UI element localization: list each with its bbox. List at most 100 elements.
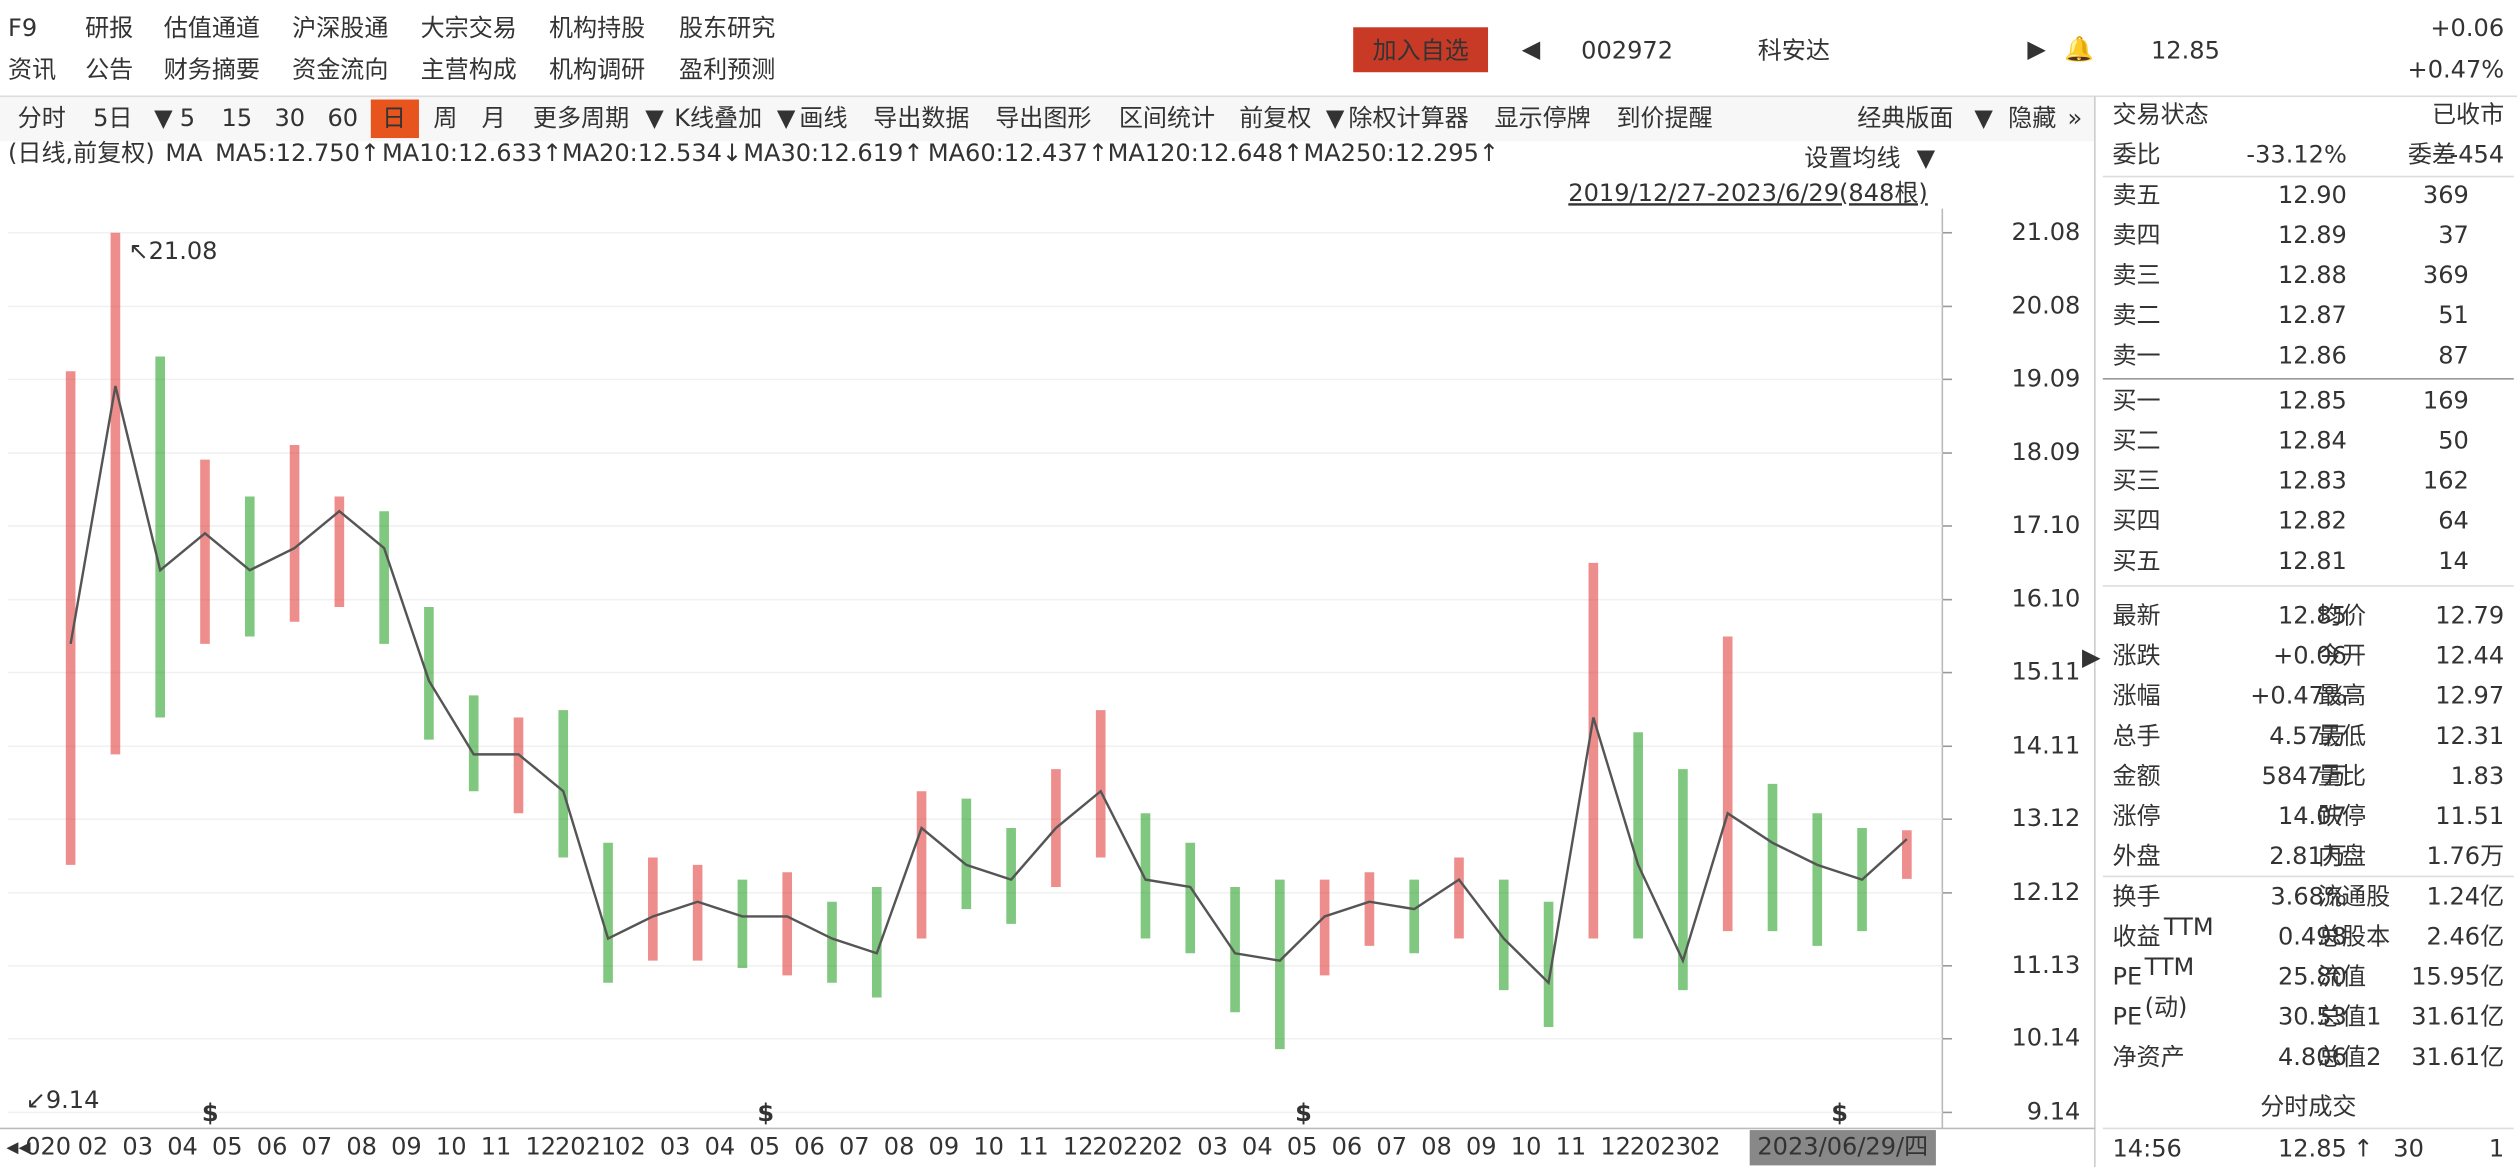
toolbar-item[interactable]: 画线 <box>799 104 847 132</box>
ma-legend: MA60:12.437↑ <box>928 139 1108 167</box>
toolbar-item[interactable]: 到价提醒 <box>1616 104 1712 132</box>
stat-value: 0.498 <box>2278 922 2347 950</box>
toolbar-bg <box>0 96 2095 142</box>
menu-item[interactable]: 股东研究 <box>679 14 775 42</box>
stat-label: 换手 <box>2112 882 2160 910</box>
add-watch-button[interactable] <box>1353 27 1489 73</box>
dropdown-arrow[interactable]: ▼ <box>154 104 173 132</box>
prev-button[interactable]: ◀ <box>1522 35 1541 63</box>
book-price: 12.86 <box>2278 341 2347 369</box>
menu-item[interactable]: 公告 <box>85 56 133 84</box>
toolbar-item[interactable]: 日 <box>382 104 406 132</box>
toolbar-item[interactable]: 显示停牌 <box>1494 104 1590 132</box>
stat-label: 最新 <box>2112 601 2160 629</box>
ratio-value: -33.12% <box>2246 141 2346 169</box>
menu-item[interactable]: 资金流向 <box>292 56 388 84</box>
stat-label: 总值2 <box>2318 1043 2381 1071</box>
toolbar-item[interactable]: 5日 <box>93 104 132 132</box>
stat-value: 12.79 <box>2435 601 2504 629</box>
stat-label: 流值 <box>2318 963 2366 991</box>
toolbar-item[interactable]: K线叠加 <box>674 104 762 132</box>
x-tick-label: 09 <box>1466 1133 1497 1161</box>
x-tick-label: 020 <box>25 1133 71 1161</box>
menu-item[interactable]: 沪深股通 <box>292 14 388 42</box>
toolbar-item[interactable]: 15 <box>222 104 253 132</box>
x-tick-label: 07 <box>1376 1133 1407 1161</box>
scroll-left[interactable]: ◂◂ <box>6 1133 30 1161</box>
event-marker[interactable]: $ <box>1831 1099 1848 1127</box>
price-change-pct: +0.47% <box>2408 56 2505 84</box>
toolbar-item[interactable]: 导出数据 <box>873 104 969 132</box>
stat-value: 30.53 <box>2278 1003 2347 1031</box>
stat-value: 4.806 <box>2278 1043 2347 1071</box>
book-price: 12.90 <box>2278 181 2347 209</box>
event-marker[interactable]: $ <box>202 1099 219 1127</box>
x-tick-label: 02 <box>615 1133 646 1161</box>
menu-item[interactable]: F9 <box>8 14 37 42</box>
stat-label: 总值1 <box>2318 1003 2381 1031</box>
menu-item[interactable]: 机构持股 <box>549 14 645 42</box>
x-tick-label: 07 <box>839 1133 870 1161</box>
dropdown-arrow[interactable]: ▼ <box>1974 104 1993 132</box>
menu-item[interactable]: 大宗交易 <box>421 14 517 42</box>
menu-item[interactable]: 盈利预测 <box>679 56 775 84</box>
menu-item[interactable]: 财务摘要 <box>164 56 260 84</box>
dropdown-arrow[interactable]: ▼ <box>1917 144 1936 172</box>
x-tick-label: 02 <box>1152 1133 1183 1161</box>
event-marker[interactable]: $ <box>757 1099 774 1127</box>
stat-value: 31.61亿 <box>2411 1043 2504 1071</box>
toolbar-item[interactable]: 导出图形 <box>995 104 1091 132</box>
stat-label-sup: (动) <box>2145 993 2188 1021</box>
toolbar-item[interactable]: 除权计算器 <box>1348 104 1468 132</box>
ratio-value: -454 <box>2450 141 2505 169</box>
x-tick-label: 06 <box>1332 1133 1363 1161</box>
low-annotation: ↙9.14 <box>26 1086 100 1114</box>
book-price: 12.82 <box>2278 507 2347 535</box>
y-tick-label: 16.10 <box>2011 585 2080 613</box>
toolbar-item[interactable]: 前复权 <box>1239 104 1311 132</box>
menu-item[interactable]: 主营构成 <box>421 56 517 84</box>
dropdown-arrow[interactable]: ▼ <box>777 104 796 132</box>
trade-time: 14:56 <box>2112 1134 2181 1162</box>
stat-value: 15.95亿 <box>2411 963 2504 991</box>
collapse-arrow[interactable]: ▶ <box>2082 643 2101 671</box>
expand-arrow[interactable]: » <box>2068 104 2083 132</box>
stat-value: +0.47% <box>2250 682 2347 710</box>
toolbar-item[interactable]: 更多周期 <box>533 104 629 132</box>
toolbar-item[interactable]: 30 <box>274 104 305 132</box>
y-tick-label: 12.12 <box>2011 878 2080 906</box>
toolbar-item[interactable]: 60 <box>327 104 358 132</box>
y-tick-label: 17.10 <box>2011 511 2080 539</box>
menu-item[interactable]: 资讯 <box>8 56 56 84</box>
x-tick-label: 04 <box>705 1133 736 1161</box>
x-tick-label: 10 <box>436 1133 467 1161</box>
toolbar-item[interactable]: 5 <box>180 104 195 132</box>
toolbar-item[interactable]: 周 <box>433 104 457 132</box>
dropdown-arrow[interactable]: ▼ <box>1326 104 1345 132</box>
menu-item[interactable]: 研报 <box>85 14 133 42</box>
stat-label-sup: TTM <box>2163 913 2214 941</box>
toolbar-item[interactable]: 区间统计 <box>1119 104 1215 132</box>
y-tick-label: 19.09 <box>2011 364 2080 392</box>
add-watch-label[interactable]: 加入自选 <box>1373 36 1469 64</box>
x-tick-label: 10 <box>1511 1133 1542 1161</box>
toolbar-item[interactable]: 月 <box>482 104 506 132</box>
menu-item[interactable]: 估值通道 <box>164 14 260 42</box>
stat-label: 最高 <box>2318 682 2366 710</box>
price-change: +0.06 <box>2430 14 2504 42</box>
event-marker[interactable]: $ <box>1295 1099 1312 1127</box>
book-price: 12.83 <box>2278 467 2347 495</box>
dropdown-arrow[interactable]: ▼ <box>645 104 664 132</box>
ma-settings[interactable]: 设置均线 <box>1804 144 1900 172</box>
book-label: 买三 <box>2112 467 2160 495</box>
toolbar-item[interactable]: 隐藏 <box>2008 104 2056 132</box>
alert-button[interactable]: 🔔 <box>2064 35 2094 63</box>
stat-label: 总手 <box>2112 722 2160 750</box>
toolbar-item[interactable]: 经典版面 <box>1857 104 1953 132</box>
menu-item[interactable]: 机构调研 <box>549 56 645 84</box>
toolbar-item[interactable]: 分时 <box>18 104 66 132</box>
next-button[interactable]: ▶ <box>2027 35 2046 63</box>
x-tick-label: 02 <box>1690 1133 1721 1161</box>
ma-legend: MA120:12.648↑ <box>1108 139 1304 167</box>
